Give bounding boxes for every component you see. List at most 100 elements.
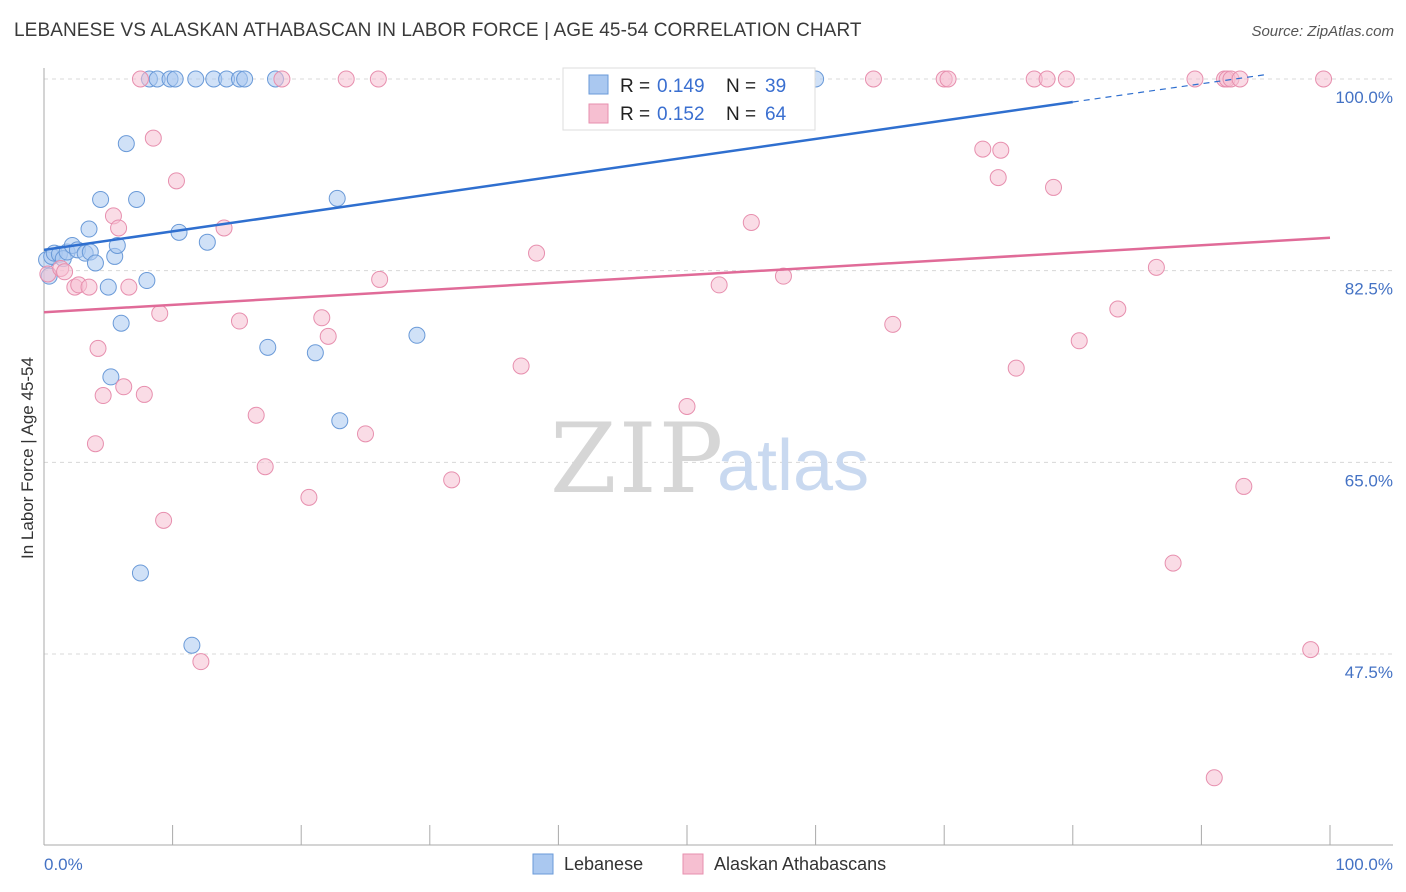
point-alaskan bbox=[357, 425, 374, 443]
point-alaskan bbox=[155, 511, 173, 529]
y-tick-label: 65.0% bbox=[1345, 471, 1393, 490]
stats-r-value-lebanese: 0.149 bbox=[657, 76, 705, 97]
chart-source: Source: ZipAtlas.com bbox=[1251, 23, 1394, 40]
chart-title: LEBANESE VS ALASKAN ATHABASCAN IN LABOR … bbox=[14, 20, 862, 41]
stats-r-label-alaskan: R = bbox=[620, 104, 650, 125]
point-alaskan bbox=[151, 304, 169, 322]
legend-swatch-alaskan bbox=[682, 853, 704, 875]
point-alaskan bbox=[1109, 300, 1127, 318]
point-alaskan bbox=[115, 378, 133, 396]
point-lebanese bbox=[92, 190, 110, 208]
point-lebanese bbox=[138, 272, 156, 290]
point-lebanese bbox=[187, 70, 205, 88]
point-alaskan bbox=[1007, 359, 1025, 377]
y-tick-label: 100.0% bbox=[1335, 88, 1393, 107]
point-alaskan bbox=[120, 278, 138, 296]
point-lebanese bbox=[108, 236, 126, 254]
point-alaskan bbox=[884, 315, 902, 333]
y-tick-label: 82.5% bbox=[1345, 280, 1393, 299]
stats-n-value-lebanese: 39 bbox=[765, 76, 786, 97]
stats-n-label-alaskan: N = bbox=[726, 104, 756, 125]
data-points bbox=[38, 70, 1333, 787]
x-tick-label-min: 0.0% bbox=[44, 855, 83, 874]
point-alaskan bbox=[131, 70, 149, 88]
point-alaskan bbox=[989, 169, 1007, 187]
point-alaskan bbox=[864, 70, 882, 88]
stats-swatch-alaskan bbox=[588, 103, 609, 124]
point-alaskan bbox=[89, 339, 107, 357]
point-lebanese bbox=[331, 412, 349, 430]
y-tick-labels: 100.0% 82.5% 65.0% 47.5% bbox=[1335, 88, 1393, 682]
point-alaskan bbox=[256, 458, 274, 476]
point-alaskan bbox=[86, 435, 104, 453]
point-lebanese bbox=[128, 190, 146, 208]
legend-swatch-lebanese bbox=[532, 853, 554, 875]
legend: Lebanese Alaskan Athabascans bbox=[532, 853, 886, 875]
stats-r-label-lebanese: R = bbox=[620, 76, 650, 97]
point-lebanese bbox=[306, 344, 324, 362]
point-alaskan bbox=[1045, 178, 1063, 196]
stats-n-value-alaskan: 64 bbox=[765, 104, 787, 125]
point-alaskan bbox=[273, 70, 291, 88]
point-alaskan bbox=[80, 278, 98, 296]
point-lebanese bbox=[117, 135, 135, 153]
point-alaskan bbox=[1231, 70, 1249, 88]
point-alaskan bbox=[774, 267, 792, 285]
point-alaskan bbox=[443, 471, 461, 489]
point-lebanese bbox=[80, 220, 98, 238]
stats-r-value-alaskan: 0.152 bbox=[657, 104, 705, 125]
point-lebanese bbox=[183, 636, 201, 654]
point-alaskan bbox=[1038, 70, 1056, 88]
axes bbox=[43, 68, 1393, 846]
point-alaskan bbox=[369, 70, 387, 88]
point-alaskan bbox=[992, 141, 1010, 159]
point-lebanese bbox=[131, 564, 149, 582]
point-lebanese bbox=[102, 368, 120, 386]
stats-swatch-lebanese bbox=[588, 74, 609, 95]
point-alaskan bbox=[1186, 70, 1204, 88]
point-alaskan bbox=[110, 219, 128, 237]
point-alaskan bbox=[94, 387, 112, 405]
point-alaskan bbox=[319, 327, 337, 345]
point-lebanese bbox=[198, 233, 216, 251]
legend-label-alaskan: Alaskan Athabascans bbox=[714, 854, 886, 874]
point-alaskan bbox=[710, 276, 728, 294]
point-alaskan bbox=[1315, 70, 1333, 88]
point-alaskan bbox=[337, 70, 355, 88]
point-lebanese bbox=[408, 326, 426, 344]
point-lebanese bbox=[328, 189, 346, 207]
point-lebanese bbox=[86, 254, 104, 272]
watermark-zip: ZIP bbox=[550, 403, 725, 515]
trend-line-alaskan bbox=[43, 236, 1331, 314]
stats-n-label-lebanese: N = bbox=[726, 76, 756, 97]
point-alaskan bbox=[247, 406, 265, 424]
point-alaskan bbox=[1205, 769, 1223, 787]
legend-label-lebanese: Lebanese bbox=[564, 854, 643, 874]
point-alaskan bbox=[512, 357, 530, 375]
point-lebanese bbox=[166, 70, 184, 88]
point-alaskan bbox=[192, 653, 210, 671]
point-alaskan bbox=[742, 213, 760, 231]
trend-line-lebanese bbox=[43, 100, 1073, 252]
point-alaskan bbox=[1235, 477, 1253, 495]
point-alaskan bbox=[1057, 70, 1075, 88]
y-tick-label: 47.5% bbox=[1345, 663, 1393, 682]
point-alaskan bbox=[1164, 554, 1182, 572]
point-alaskan bbox=[939, 70, 957, 88]
point-lebanese bbox=[112, 314, 130, 332]
point-alaskan bbox=[1147, 258, 1165, 276]
point-alaskan bbox=[300, 488, 318, 506]
watermark-atlas: atlas bbox=[717, 426, 869, 506]
point-alaskan bbox=[678, 397, 696, 415]
point-alaskan bbox=[371, 270, 389, 288]
point-alaskan bbox=[1302, 641, 1320, 659]
stats-box: R = 0.149 N = 39 R = 0.152 N = 64 bbox=[562, 67, 816, 131]
x-tick-label-max: 100.0% bbox=[1335, 855, 1393, 874]
grid-lines bbox=[44, 78, 1393, 655]
watermark: ZIP atlas bbox=[550, 403, 869, 515]
point-alaskan bbox=[313, 309, 331, 327]
point-alaskan bbox=[144, 129, 162, 147]
point-alaskan bbox=[135, 385, 153, 403]
point-lebanese bbox=[236, 70, 254, 88]
